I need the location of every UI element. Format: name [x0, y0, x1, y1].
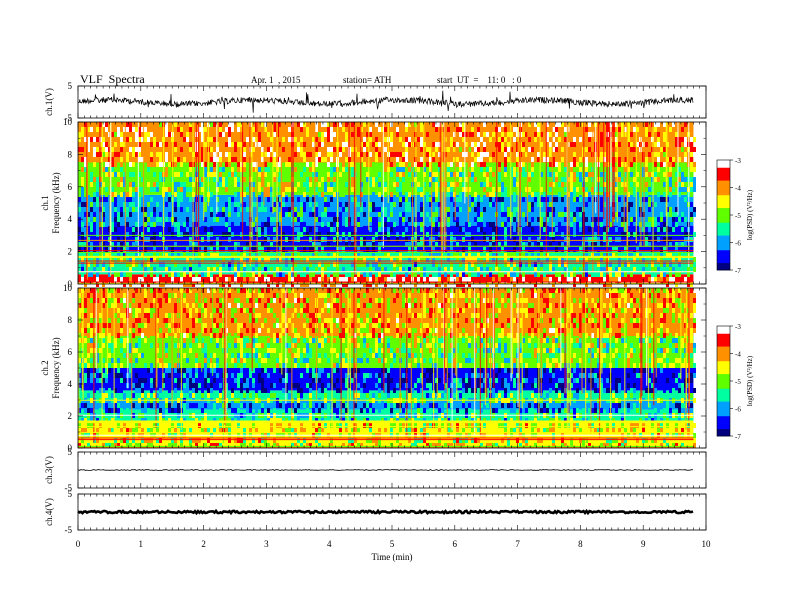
- ch2-spectrogram-ytick-label: 8: [68, 315, 73, 325]
- ch1-waveform-trace: [77, 90, 694, 113]
- x-tick-label: 4: [327, 539, 332, 549]
- x-tick-label: 2: [201, 539, 206, 549]
- ch2-spectrogram-ytick-label: 0: [68, 443, 73, 453]
- x-tick-label: 3: [264, 539, 269, 549]
- ch4-waveform-trace: [77, 508, 694, 516]
- ch2-spectrogram-ytick-label: 6: [68, 347, 73, 357]
- ch2-spectrogram-ytick-label: 4: [68, 379, 73, 389]
- x-tick-label: 0: [76, 539, 81, 549]
- ch1-spectrogram-ytick-label: 8: [68, 149, 73, 159]
- ch3-waveform-ytick-label: -5: [65, 483, 73, 493]
- ch1-spectrogram-ylabel: Frequency (kHz): [51, 172, 61, 233]
- ch2-spectrogram-colorbar-tick-label: -5: [735, 378, 741, 386]
- ch1-spectrogram-colorbar-tick-label: -7: [735, 267, 741, 275]
- ch4-waveform-ylabel: ch.4(V): [44, 498, 54, 526]
- ch2-spectrogram-colorbar-tick-label: -7: [735, 433, 741, 441]
- ch1-waveform-ytick-label: -5: [65, 113, 73, 123]
- ch2-spectrogram-ylabel: Frequency (kHz): [51, 337, 61, 398]
- ch1-spectrogram-ytick-label: 6: [68, 182, 73, 192]
- spectral-band: [78, 390, 694, 400]
- start-time-label: start UT = 11: 0 : 0: [437, 75, 522, 85]
- ch1-spectrogram-image: [78, 122, 696, 287]
- x-tick-label: 5: [390, 539, 395, 549]
- ch4-waveform-ytick-label: 5: [68, 489, 73, 499]
- station-label: station= ATH: [343, 75, 392, 85]
- ch2-spectrogram-image: [78, 288, 696, 449]
- ch3-waveform-ytick-label: 5: [68, 447, 73, 457]
- x-tick-label: 10: [702, 539, 712, 549]
- ch1-spectrogram-ytick-label: 10: [63, 117, 73, 127]
- ch2-spectrogram-colorbar-tick-label: -4: [735, 351, 741, 359]
- ch2-spectrogram-channel-label: ch.2: [40, 360, 50, 375]
- ch1-spectrogram-colorbar-tick-label: -6: [735, 240, 741, 248]
- ch1-spectrogram-ytick-label: 0: [68, 279, 73, 289]
- ch3-waveform-ylabel: ch.3(V): [44, 456, 54, 484]
- x-axis-label: Time (min): [372, 552, 413, 562]
- ch2-spectrogram-colorbar-tick-label: -3: [735, 323, 741, 331]
- ch1-spectrogram-colorbar-tick-label: -3: [735, 157, 741, 165]
- ch2-spectrogram-colorbar-label: log(PSD) (V²/Hz): [746, 355, 754, 406]
- x-tick-label: 9: [641, 539, 646, 549]
- ch2-spectrogram-colorbar-tick-label: -6: [735, 406, 741, 414]
- ch1-spectrogram-ytick-label: 2: [68, 247, 73, 257]
- ch2-spectrogram-ytick-label: 10: [63, 283, 73, 293]
- ch1-waveform-ytick-label: 5: [68, 81, 73, 91]
- date-label: Apr. 1 , 2015: [251, 75, 301, 85]
- ch2-spectrogram-ytick-label: 2: [68, 411, 73, 421]
- ch3-waveform-trace: [77, 469, 694, 471]
- ch1-spectrogram-channel-label: ch.1: [40, 195, 50, 210]
- figure-title: VLF Spectra: [80, 72, 145, 86]
- ch1-spectrogram-colorbar-tick-label: -4: [735, 185, 741, 193]
- x-tick-label: 7: [515, 539, 520, 549]
- x-tick-label: 8: [578, 539, 583, 549]
- ch1-spectrogram-colorbar-label: log(PSD) (V²/Hz): [746, 189, 754, 240]
- x-tick-label: 6: [453, 539, 458, 549]
- x-tick-label: 1: [139, 539, 144, 549]
- ch1-spectrogram-ytick-label: 4: [68, 214, 73, 224]
- ch4-waveform-ytick-label: -5: [65, 525, 73, 535]
- ch1-waveform-ylabel: ch.1(V): [44, 88, 54, 116]
- ch1-spectrogram-colorbar-tick-label: -5: [735, 212, 741, 220]
